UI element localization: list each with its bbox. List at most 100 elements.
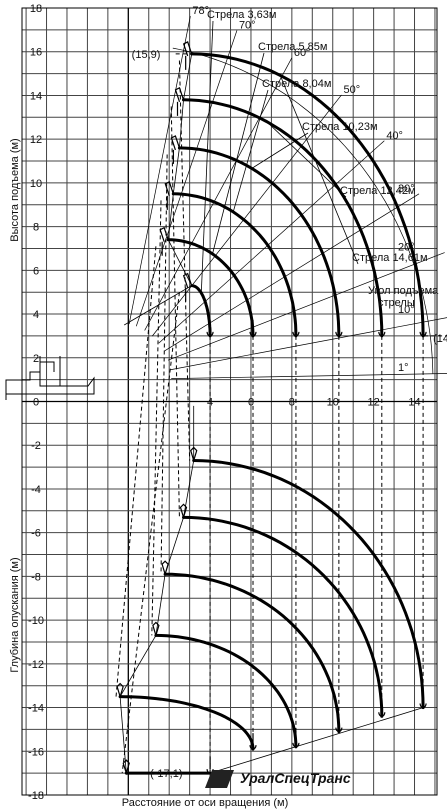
y-tick-label: 10 xyxy=(30,178,42,190)
boom-label: Стрела 8,04м xyxy=(262,78,331,90)
x-tick-label: 4 xyxy=(207,397,213,409)
angle-rays: 78°70°60°50°40°30°20°10°1° xyxy=(128,5,447,379)
hook-icon xyxy=(292,730,300,748)
angle-label: 50° xyxy=(343,84,360,96)
crane-base xyxy=(5,356,95,400)
lower-hook-icon xyxy=(116,682,124,699)
angle-ray xyxy=(163,193,420,352)
hook-icon xyxy=(335,715,343,733)
lower-hook-icon xyxy=(190,446,198,463)
boom-label-leader xyxy=(251,132,309,169)
hook-icon xyxy=(335,319,343,337)
angle-label: 1° xyxy=(398,362,409,374)
angle-label: 78° xyxy=(192,5,209,17)
logo: УралСпецТранс xyxy=(205,770,351,788)
angle-ray xyxy=(158,140,385,344)
hook-icon xyxy=(249,733,257,750)
point-label: (-17,1) xyxy=(150,768,182,780)
angle-caption-1: Угол подъема xyxy=(368,285,439,297)
folded-hook-icon xyxy=(170,135,180,164)
folded-hook-icon xyxy=(182,41,193,70)
folded-hook-icon xyxy=(182,272,193,302)
hook-icon xyxy=(378,319,386,337)
bottom-envelope xyxy=(209,707,424,774)
top-dashed-line xyxy=(115,246,157,697)
y-tick-label: -14 xyxy=(28,703,44,715)
y-tick-label: -16 xyxy=(28,746,44,758)
angle-ray xyxy=(135,30,238,327)
angle-label: 30° xyxy=(398,183,415,195)
lower-hook-icon xyxy=(122,759,130,776)
top-dashed-line xyxy=(121,292,180,774)
x-tick-label: 10 xyxy=(327,397,339,409)
angle-ray xyxy=(151,94,342,337)
x-tick-label: 14 xyxy=(408,397,420,409)
angle-label: 70° xyxy=(239,19,256,31)
top-dashed-line xyxy=(151,200,162,636)
angle-ray xyxy=(144,57,293,331)
boom-label: Стрела 14,61м xyxy=(352,252,428,264)
hook-icon xyxy=(378,700,386,717)
y-tick-label: 8 xyxy=(33,222,39,234)
y-tick-label: -2 xyxy=(31,440,41,452)
y-tick-label: 12 xyxy=(30,134,42,146)
plot-frame xyxy=(21,7,438,796)
y-tick-label: 4 xyxy=(33,309,39,321)
boom-label-leader xyxy=(212,52,265,255)
point-label: (14,42) xyxy=(433,333,447,345)
y-tick-label: 14 xyxy=(30,90,42,102)
x-axis-label: Расстояние от оси вращения (м) xyxy=(122,797,289,809)
boom-label: Стрела 10,23м xyxy=(302,121,378,133)
x-tick-label: 12 xyxy=(368,397,380,409)
point-label: (15,9) xyxy=(132,49,161,61)
boom-arc-upper xyxy=(190,52,425,338)
boom-arc-lower xyxy=(192,459,425,710)
folded-hook-icon xyxy=(164,180,174,210)
angle-ray xyxy=(171,373,447,379)
logo-mark-icon xyxy=(205,770,234,788)
y-tick-label: 16 xyxy=(30,47,42,59)
y-tick-label: -4 xyxy=(31,484,41,496)
hook-icon xyxy=(249,319,257,337)
angle-label: 60° xyxy=(294,47,311,59)
folded-hook-icon xyxy=(159,226,169,256)
angle-ray xyxy=(167,252,445,361)
boom-label-leader xyxy=(200,20,214,294)
boom-arc-lower xyxy=(118,695,255,751)
x-tick-label: 8 xyxy=(289,397,295,409)
hook-markers xyxy=(116,41,427,776)
y-tick-label: 6 xyxy=(33,265,39,277)
hook-icon xyxy=(292,319,300,337)
y-axis-label-down: Глубина опускания (м) xyxy=(9,557,21,672)
boom-arc-lower xyxy=(154,633,298,749)
boom-arc-lower xyxy=(182,515,384,718)
vertical-dashed-lines xyxy=(115,60,424,774)
lower-hook-icon xyxy=(179,503,188,520)
angle-ray xyxy=(128,16,191,325)
boom-label: Стрела 12,42м xyxy=(340,185,416,197)
boom-label: Стрела 5,85м xyxy=(258,41,327,53)
angle-label: 10° xyxy=(398,304,415,316)
top-dashed-line xyxy=(178,60,191,461)
folded-hook-icon xyxy=(174,86,185,116)
boom-label-leader xyxy=(279,75,359,265)
axis-ticks: 0 2 4 6 8 10 12 14 16 18 -2 -4 -6 -8 -10 -12 -14 -16 -18 4 6… xyxy=(28,3,421,802)
lower-hook-icon xyxy=(152,621,160,638)
y-tick-label: -12 xyxy=(28,659,44,671)
angle-caption-2: стрелы xyxy=(378,297,415,309)
grid xyxy=(21,7,438,796)
x-tick-label: 6 xyxy=(248,397,254,409)
logo-text: УралСпецТранс xyxy=(240,770,351,786)
angle-label: 40° xyxy=(386,130,403,142)
hook-icon xyxy=(419,319,427,337)
boom-label: Стрела 3,63м xyxy=(207,9,276,21)
y-tick-label: 18 xyxy=(30,3,42,15)
boom-label-leader xyxy=(232,89,269,213)
y-tick-label: 2 xyxy=(33,353,39,365)
y-tick-label: -18 xyxy=(28,790,44,802)
hook-icon xyxy=(206,319,214,337)
y-tick-label: -8 xyxy=(31,571,41,583)
y-tick-label: 0 xyxy=(33,397,39,409)
boom-arc-upper xyxy=(190,284,212,338)
